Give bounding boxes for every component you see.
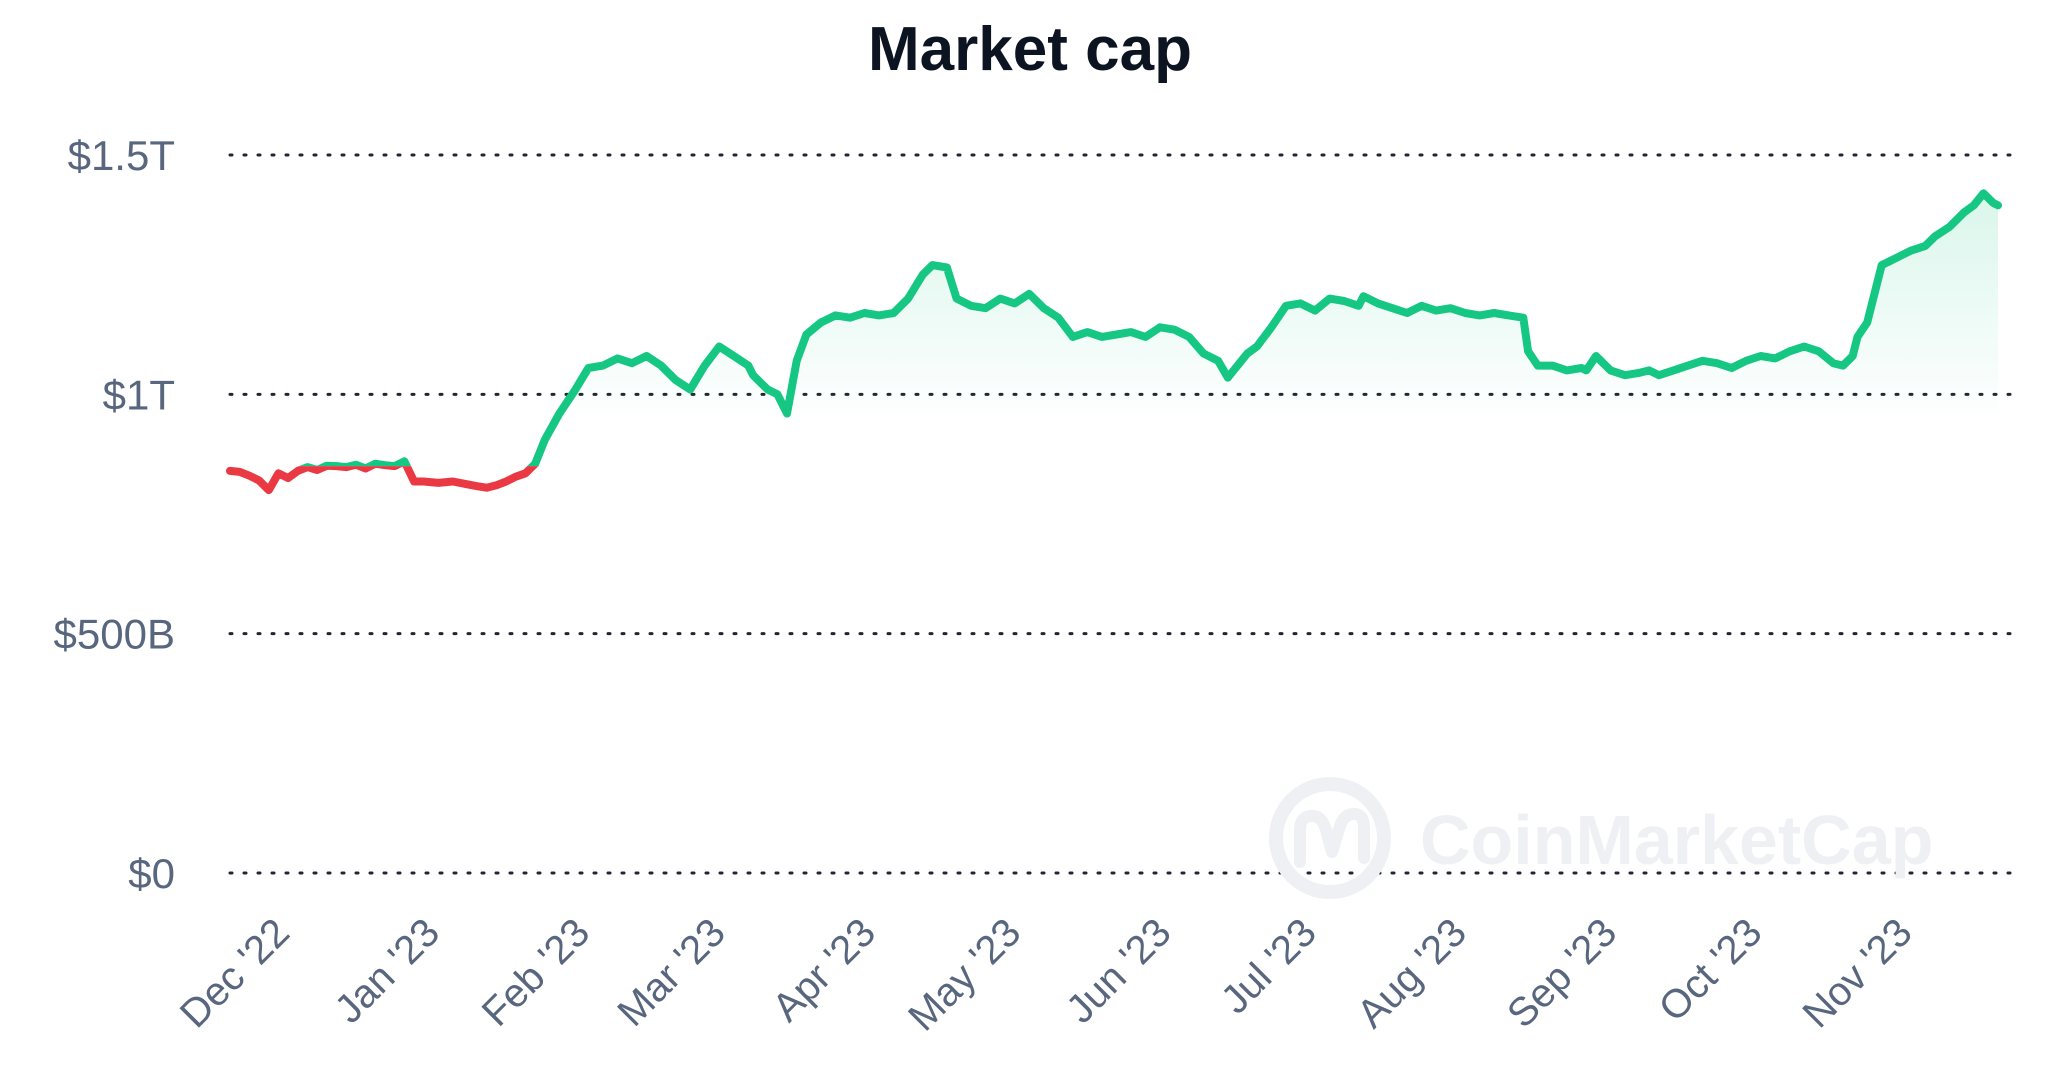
x-tick-label: Sep '23 [1499,910,1625,1036]
x-tick-label: Jan '23 [327,910,448,1031]
coinmarketcap-logo-icon [1269,777,1391,899]
x-tick-label: Oct '23 [1651,910,1771,1030]
y-tick-label: $1.5T [68,132,175,179]
chart-title: Market cap [868,15,1192,84]
x-tick-label: Aug '23 [1349,910,1475,1036]
x-tick-label: Nov '23 [1795,910,1921,1036]
y-axis-ticks: $0 $500B $1T $1.5T [54,132,175,897]
y-tick-label: $1T [103,371,175,418]
market-cap-line-above-baseline [299,189,2002,467]
x-tick-label: Jun '23 [1058,910,1179,1031]
coinmarketcap-watermark: CoinMarketCap [1269,777,1933,899]
market-cap-area-fill [230,193,1998,522]
x-tick-label: Jul '23 [1213,910,1325,1022]
market-cap-line-below-baseline [226,466,539,495]
y-tick-label: $0 [128,850,175,897]
y-tick-label: $500B [54,611,175,658]
x-tick-label: Feb '23 [474,910,599,1035]
x-tick-label: Mar '23 [609,910,734,1035]
x-tick-label: Apr '23 [764,910,884,1030]
x-tick-label: Dec '22 [172,910,298,1036]
x-tick-label: May '23 [900,910,1029,1039]
watermark-text: CoinMarketCap [1420,801,1933,879]
x-axis-ticks: Dec '22 Jan '23 Feb '23 Mar '23 Apr '23 May '… [172,910,1921,1039]
